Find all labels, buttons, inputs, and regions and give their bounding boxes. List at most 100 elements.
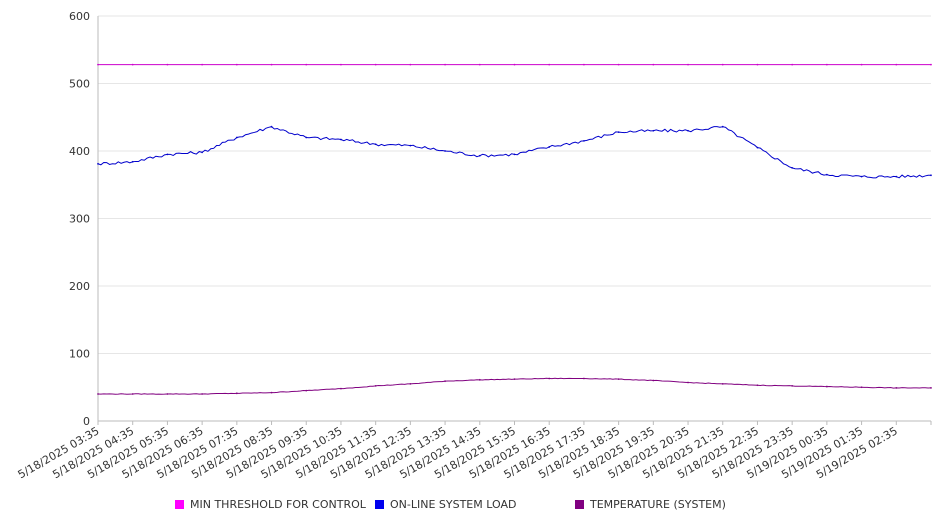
data-point-temperature-system — [97, 393, 99, 395]
data-point-on-line-system-load — [131, 160, 134, 163]
series-points-temperature-system — [97, 377, 932, 395]
data-point-min-threshold-for-control — [548, 63, 551, 66]
data-point-temperature-system — [235, 392, 238, 395]
series-line-temperature-system — [97, 377, 932, 395]
data-point-on-line-system-load — [340, 138, 342, 141]
axes — [97, 16, 932, 425]
data-point-temperature-system — [131, 393, 134, 395]
data-point-temperature-system — [895, 387, 898, 389]
data-point-min-threshold-for-control — [201, 63, 204, 66]
data-point-temperature-system — [860, 386, 863, 389]
data-point-temperature-system — [756, 384, 759, 387]
y-tick-label-0: 0 — [83, 415, 90, 428]
data-point-temperature-system — [305, 389, 308, 392]
data-point-temperature-system — [548, 377, 551, 380]
data-point-min-threshold-for-control — [687, 63, 689, 66]
data-point-on-line-system-load — [617, 131, 620, 134]
data-point-min-threshold-for-control — [791, 63, 794, 66]
data-point-min-threshold-for-control — [652, 63, 655, 66]
data-point-temperature-system — [201, 393, 204, 395]
data-point-on-line-system-load — [235, 136, 238, 139]
legend: MIN THRESHOLD FOR CONTROL ON-LINE SYSTEM… — [0, 498, 946, 514]
data-point-min-threshold-for-control — [235, 63, 238, 66]
data-point-on-line-system-load — [97, 162, 99, 165]
data-point-temperature-system — [166, 393, 169, 395]
data-point-temperature-system — [825, 385, 828, 388]
legend-label-system-load: ON-LINE SYSTEM LOAD — [390, 498, 517, 511]
y-tick-label-600: 600 — [69, 10, 90, 23]
legend-swatch-system-load — [375, 500, 384, 509]
data-point-temperature-system — [617, 378, 620, 381]
x-tick-labels: 5/18/2025 03:355/18/2025 04:355/18/2025 … — [16, 424, 900, 481]
data-point-min-threshold-for-control — [513, 63, 516, 66]
legend-label-min-threshold: MIN THRESHOLD FOR CONTROL — [190, 498, 366, 511]
data-point-temperature-system — [270, 391, 273, 394]
data-point-on-line-system-load — [756, 146, 759, 149]
grid-lines — [98, 15, 931, 422]
data-point-on-line-system-load — [930, 174, 932, 177]
data-point-min-threshold-for-control — [583, 63, 585, 66]
data-point-min-threshold-for-control — [131, 63, 134, 66]
data-point-temperature-system — [444, 380, 446, 383]
y-tick-label-200: 200 — [69, 280, 90, 293]
data-point-temperature-system — [583, 377, 585, 380]
series-points-min-threshold-for-control — [97, 63, 932, 66]
data-point-temperature-system — [721, 382, 724, 385]
data-point-min-threshold-for-control — [409, 63, 412, 66]
data-point-on-line-system-load — [166, 153, 169, 156]
y-tick-label-300: 300 — [69, 213, 90, 226]
y-tick-label-100: 100 — [69, 348, 90, 361]
data-point-min-threshold-for-control — [166, 63, 169, 66]
data-point-on-line-system-load — [444, 150, 446, 152]
data-point-min-threshold-for-control — [930, 63, 932, 66]
data-point-on-line-system-load — [583, 139, 585, 142]
data-point-on-line-system-load — [721, 125, 724, 128]
data-point-min-threshold-for-control — [374, 63, 377, 66]
legend-swatch-temperature — [575, 500, 584, 509]
data-point-on-line-system-load — [305, 136, 308, 139]
data-point-on-line-system-load — [374, 143, 377, 146]
data-point-on-line-system-load — [478, 154, 481, 157]
y-tick-label-400: 400 — [69, 145, 90, 158]
legend-item-temperature: TEMPERATURE (SYSTEM) — [575, 498, 726, 511]
data-point-on-line-system-load — [895, 175, 898, 178]
data-point-temperature-system — [687, 381, 689, 384]
data-point-min-threshold-for-control — [444, 63, 446, 66]
series-lines — [97, 63, 932, 395]
data-point-min-threshold-for-control — [305, 63, 308, 66]
data-point-on-line-system-load — [548, 146, 551, 148]
data-point-min-threshold-for-control — [825, 63, 828, 66]
data-point-on-line-system-load — [791, 166, 794, 169]
data-point-on-line-system-load — [860, 175, 863, 178]
data-point-min-threshold-for-control — [895, 63, 898, 66]
y-tick-label-500: 500 — [69, 78, 90, 91]
data-point-temperature-system — [409, 382, 412, 385]
data-point-temperature-system — [930, 387, 932, 389]
data-point-min-threshold-for-control — [860, 63, 863, 66]
data-point-min-threshold-for-control — [478, 63, 481, 66]
data-point-on-line-system-load — [687, 129, 689, 132]
legend-item-min-threshold: MIN THRESHOLD FOR CONTROL — [175, 498, 366, 511]
data-point-temperature-system — [791, 385, 794, 387]
series-line-on-line-system-load — [97, 126, 932, 179]
series-points-on-line-system-load — [97, 125, 932, 178]
data-point-on-line-system-load — [270, 125, 273, 128]
data-point-on-line-system-load — [652, 129, 655, 132]
data-point-min-threshold-for-control — [721, 63, 724, 66]
legend-item-system-load: ON-LINE SYSTEM LOAD — [375, 498, 516, 511]
data-point-min-threshold-for-control — [97, 63, 99, 66]
data-point-on-line-system-load — [513, 153, 516, 156]
data-point-on-line-system-load — [201, 151, 204, 154]
y-tick-labels: 0 100 200 300 400 500 600 — [69, 10, 90, 428]
data-point-min-threshold-for-control — [270, 63, 273, 66]
data-point-temperature-system — [374, 385, 377, 387]
data-point-min-threshold-for-control — [340, 63, 342, 66]
data-point-min-threshold-for-control — [756, 63, 759, 66]
data-point-temperature-system — [340, 387, 342, 390]
data-point-temperature-system — [478, 378, 481, 381]
data-point-on-line-system-load — [825, 173, 828, 176]
data-point-temperature-system — [652, 379, 655, 382]
data-point-temperature-system — [513, 378, 516, 381]
